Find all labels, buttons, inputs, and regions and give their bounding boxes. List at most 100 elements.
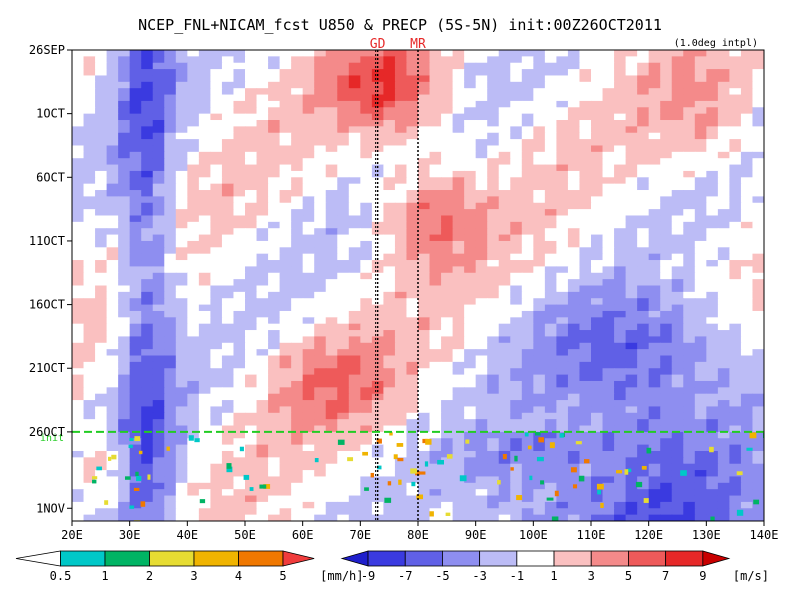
precip-cell bbox=[570, 467, 577, 473]
u850-cell bbox=[141, 151, 154, 159]
u850-cell bbox=[521, 495, 534, 503]
u850-cell bbox=[406, 177, 419, 185]
u850-cell bbox=[95, 88, 108, 96]
u850-cell bbox=[210, 113, 223, 121]
u850-cell bbox=[360, 228, 373, 236]
u850-cell bbox=[671, 470, 684, 478]
u850-cell bbox=[740, 476, 754, 484]
u850-cell bbox=[464, 489, 477, 497]
u850-cell bbox=[498, 393, 511, 401]
u850-cell bbox=[394, 508, 408, 516]
u850-cell bbox=[129, 400, 142, 408]
u850-cell bbox=[544, 374, 557, 382]
u850-cell bbox=[106, 234, 119, 242]
u850-cell bbox=[544, 260, 557, 268]
u850-cell bbox=[464, 501, 477, 509]
u850-cell bbox=[637, 240, 650, 248]
u850-cell bbox=[452, 151, 465, 159]
u850-cell bbox=[106, 209, 119, 217]
u850-cell bbox=[694, 470, 707, 478]
u850-cell bbox=[510, 387, 523, 395]
u850-cell bbox=[72, 463, 85, 471]
u850-cell bbox=[291, 406, 304, 414]
u850-cell bbox=[325, 209, 338, 217]
u850-cell bbox=[175, 368, 188, 376]
u850-cell bbox=[752, 260, 764, 268]
u850-cell bbox=[152, 132, 165, 140]
u850-cell bbox=[406, 291, 419, 299]
u850-cell bbox=[141, 298, 154, 306]
u850-cell bbox=[245, 253, 258, 261]
u850-cell bbox=[752, 50, 764, 57]
u850-cell bbox=[694, 514, 707, 521]
u850-cell bbox=[429, 120, 442, 127]
u850-cell bbox=[394, 380, 408, 388]
u850-cell bbox=[625, 444, 638, 452]
u850-cell bbox=[717, 330, 730, 338]
u850-cell bbox=[567, 368, 581, 376]
u850-cell bbox=[164, 247, 177, 255]
u850-cell bbox=[95, 170, 108, 178]
u850-cell bbox=[279, 94, 292, 102]
u850-cell bbox=[221, 406, 235, 414]
u850-cell bbox=[394, 323, 408, 331]
u850-cell bbox=[198, 291, 211, 299]
u850-cell bbox=[452, 75, 465, 83]
u850-cell bbox=[567, 75, 581, 83]
u850-cell bbox=[83, 164, 96, 172]
u850-cell bbox=[487, 330, 500, 338]
u850-cell bbox=[406, 272, 419, 280]
u850-cell bbox=[106, 126, 119, 134]
precip-cell bbox=[516, 495, 523, 501]
u850-cell bbox=[198, 387, 211, 395]
u850-cell bbox=[602, 431, 615, 439]
u850-cell bbox=[302, 482, 315, 490]
u850-cell bbox=[637, 285, 650, 293]
u850-cell bbox=[706, 234, 719, 242]
u850-cell bbox=[556, 266, 569, 274]
u850-cell bbox=[683, 177, 696, 185]
u850-cell bbox=[325, 317, 338, 325]
u850-cell bbox=[106, 310, 119, 318]
u850-cell bbox=[325, 50, 338, 57]
u850-cell bbox=[671, 132, 684, 140]
u850-cell bbox=[221, 151, 235, 159]
u850-cell bbox=[129, 113, 142, 121]
u850-cell bbox=[141, 470, 154, 478]
u850-cell bbox=[198, 260, 211, 268]
u850-cell bbox=[694, 50, 707, 57]
u850-cell bbox=[487, 495, 500, 503]
u850-cell bbox=[279, 75, 292, 83]
u850-cell bbox=[671, 406, 684, 414]
u850-cell bbox=[579, 431, 592, 439]
u850-cell bbox=[510, 330, 523, 338]
u850-cell bbox=[337, 476, 350, 484]
u850-cell bbox=[268, 400, 281, 408]
u850-cell bbox=[256, 368, 269, 376]
u850-cell bbox=[602, 151, 615, 159]
u850-cell bbox=[187, 476, 200, 484]
precip-cell bbox=[389, 432, 393, 436]
u850-cell bbox=[706, 393, 719, 401]
u850-cell bbox=[648, 387, 661, 395]
u850-cell bbox=[141, 438, 154, 446]
u850-cell bbox=[348, 158, 361, 166]
u850-cell bbox=[637, 317, 650, 325]
u850-cell bbox=[614, 330, 627, 338]
u850-cell bbox=[129, 444, 142, 452]
u850-cell bbox=[521, 247, 534, 255]
u850-cell bbox=[360, 170, 373, 178]
u850-cell bbox=[487, 139, 500, 147]
u850-cell bbox=[291, 457, 304, 465]
u850-cell bbox=[210, 482, 223, 490]
u850-cell bbox=[152, 304, 165, 312]
u850-cell bbox=[348, 412, 361, 420]
u850-cell bbox=[510, 450, 523, 458]
u850-cell bbox=[72, 139, 85, 147]
u850-cell bbox=[464, 202, 477, 210]
u850-cell bbox=[198, 151, 211, 159]
u850-cell bbox=[141, 304, 154, 312]
u850-cell bbox=[752, 158, 764, 166]
u850-cell bbox=[498, 170, 511, 178]
u850-cell bbox=[325, 470, 338, 478]
